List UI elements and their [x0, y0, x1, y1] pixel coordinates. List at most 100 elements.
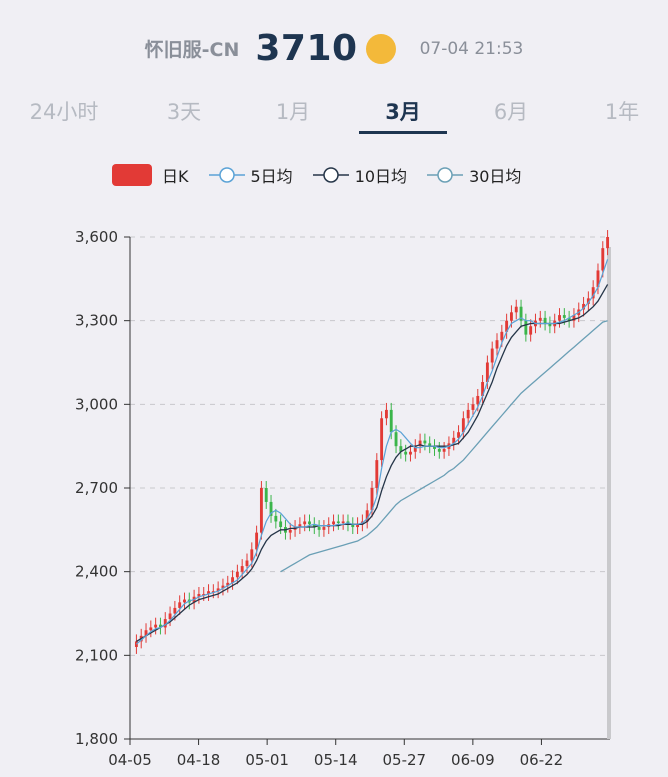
candle-body[interactable]: [409, 451, 412, 455]
candle-body[interactable]: [418, 440, 422, 447]
candle-body[interactable]: [380, 418, 384, 461]
candle-body[interactable]: [481, 382, 485, 396]
tab-3d[interactable]: 3天: [166, 100, 202, 124]
candle-body[interactable]: [582, 303, 585, 310]
candle-body[interactable]: [240, 566, 244, 572]
candle-body[interactable]: [221, 585, 225, 589]
candle-body[interactable]: [149, 627, 153, 631]
candle-body[interactable]: [606, 237, 610, 249]
candle-body[interactable]: [471, 404, 475, 410]
candle-body[interactable]: [336, 521, 340, 523]
candle-body[interactable]: [308, 521, 311, 525]
candle-body[interactable]: [485, 362, 489, 383]
candle-body[interactable]: [538, 317, 542, 321]
candle-body[interactable]: [274, 515, 278, 522]
candle-body[interactable]: [154, 624, 158, 628]
candle-body[interactable]: [509, 312, 513, 321]
candle-body[interactable]: [207, 591, 210, 594]
candle-body[interactable]: [173, 607, 177, 614]
candle-body[interactable]: [303, 521, 307, 525]
candle-body[interactable]: [562, 315, 566, 318]
candle-body[interactable]: [404, 451, 408, 455]
candle-body[interactable]: [322, 527, 326, 530]
candle-body[interactable]: [375, 460, 379, 488]
candle-body[interactable]: [500, 331, 504, 341]
candle-body[interactable]: [269, 501, 273, 516]
candle-body[interactable]: [457, 432, 460, 438]
candle-body[interactable]: [543, 317, 547, 324]
candle-body[interactable]: [250, 549, 254, 561]
candle-body[interactable]: [586, 298, 590, 304]
tab-24h[interactable]: 24小时: [29, 100, 99, 124]
candle-body[interactable]: [423, 440, 427, 444]
candle-body[interactable]: [279, 521, 283, 528]
legend-ma30[interactable]: 30日均: [427, 163, 521, 187]
candle-body[interactable]: [235, 571, 239, 578]
candle-body[interactable]: [442, 448, 446, 452]
candle-body[interactable]: [519, 306, 523, 321]
candle-body[interactable]: [413, 446, 417, 452]
candle-body[interactable]: [255, 532, 259, 550]
candle-body[interactable]: [596, 270, 600, 288]
candle-body[interactable]: [197, 593, 201, 597]
candle-body[interactable]: [183, 599, 186, 603]
candle-body[interactable]: [264, 488, 268, 502]
candle-body[interactable]: [591, 287, 595, 299]
candle-body[interactable]: [351, 524, 355, 528]
candle-body[interactable]: [384, 409, 388, 419]
candle-body[interactable]: [505, 320, 509, 332]
candle-body[interactable]: [428, 443, 432, 447]
candle-body[interactable]: [245, 560, 249, 567]
candlestick-chart[interactable]: 1,800 2,100 2,400 2,700 3,000 3,300 3,600 04-05…: [0, 215, 668, 777]
candle-body[interactable]: [317, 527, 321, 530]
candle-body[interactable]: [159, 624, 162, 628]
candle-body[interactable]: [548, 323, 552, 327]
legend-label: 5日均: [250, 167, 293, 186]
candle-body[interactable]: [298, 524, 302, 528]
candle-body[interactable]: [231, 577, 235, 583]
candle-body[interactable]: [370, 488, 374, 511]
candle-body[interactable]: [211, 591, 215, 593]
candle-body[interactable]: [490, 348, 494, 363]
candle-body[interactable]: [495, 340, 499, 349]
candle-body[interactable]: [365, 510, 369, 522]
candle-body[interactable]: [216, 588, 220, 592]
candle-body[interactable]: [524, 320, 528, 335]
candle-body[interactable]: [312, 524, 316, 528]
tab-1m[interactable]: 1月: [275, 100, 311, 124]
legend-daily-k[interactable]: 日K: [112, 163, 189, 187]
candle-body[interactable]: [394, 432, 398, 447]
candle-body[interactable]: [389, 409, 393, 433]
candle-body[interactable]: [567, 317, 571, 321]
candle-body[interactable]: [399, 446, 403, 452]
candle-body[interactable]: [163, 619, 167, 628]
candle-body[interactable]: [178, 602, 182, 608]
candle-body[interactable]: [433, 446, 436, 449]
tab-3m[interactable]: 3月: [353, 96, 453, 134]
candle-body[interactable]: [202, 593, 206, 596]
candle-body[interactable]: [476, 395, 480, 405]
candle-body[interactable]: [466, 409, 470, 419]
candle-body[interactable]: [558, 315, 561, 321]
candle-body[interactable]: [437, 448, 441, 452]
candle-body[interactable]: [288, 529, 292, 533]
candle-body[interactable]: [332, 521, 335, 525]
candle-body[interactable]: [341, 521, 345, 523]
scroll-handle[interactable]: [607, 247, 611, 739]
candle-body[interactable]: [514, 306, 518, 313]
candle-body[interactable]: [356, 524, 360, 528]
candle-body[interactable]: [259, 488, 263, 533]
tab-6m[interactable]: 6月: [493, 100, 529, 124]
x-tick-label: 06-22: [520, 751, 564, 769]
legend-ma10[interactable]: 10日均: [312, 163, 407, 187]
candle-body[interactable]: [461, 418, 465, 433]
candle-body[interactable]: [144, 630, 148, 636]
candle-body[interactable]: [226, 582, 230, 586]
candle-body[interactable]: [601, 248, 605, 271]
candle-body[interactable]: [529, 326, 533, 335]
candle-body[interactable]: [452, 437, 456, 444]
tab-1y[interactable]: 1年: [604, 100, 640, 124]
legend-ma5[interactable]: 5日均: [208, 163, 293, 187]
candle-body[interactable]: [572, 315, 576, 321]
candle-body[interactable]: [168, 613, 172, 620]
